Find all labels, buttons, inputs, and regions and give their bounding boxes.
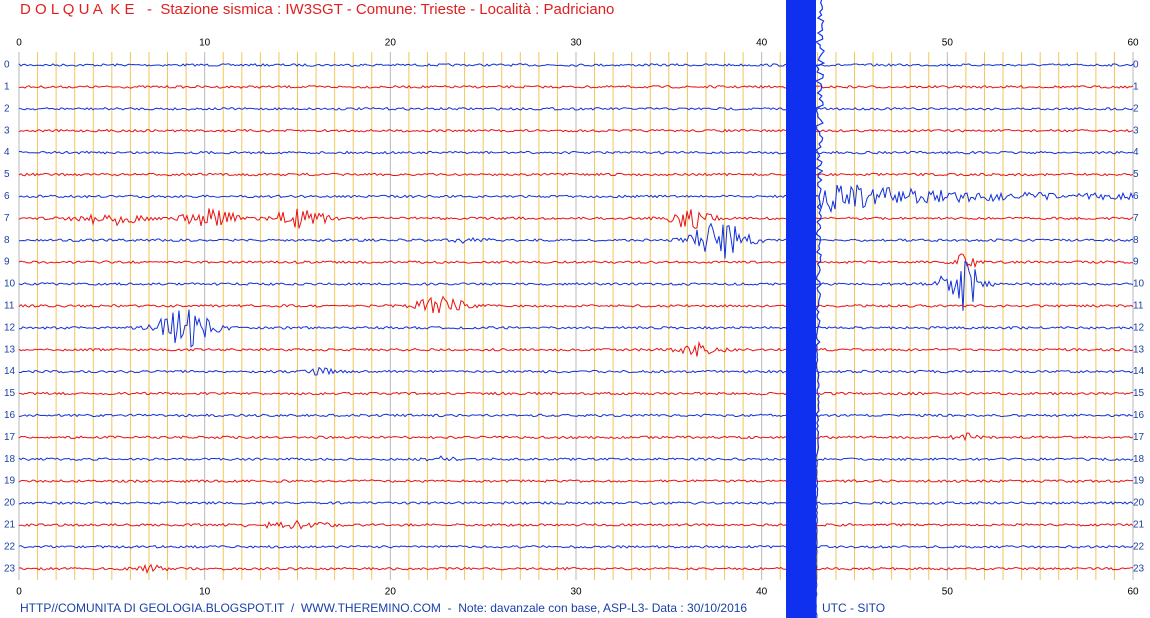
title: D O L Q U A K E - Stazione sismica : IW3… (20, 1, 614, 18)
trace (18, 432, 1134, 442)
trace (18, 413, 1134, 418)
hour-label: 8 (4, 235, 10, 246)
hour-label: 16 (1133, 410, 1145, 421)
hour-label: 0 (1133, 60, 1139, 71)
hour-label: 1 (1133, 82, 1139, 93)
minute-tick-label: 40 (756, 38, 768, 49)
hour-label: 12 (4, 322, 16, 333)
hour-label: 2 (4, 103, 10, 114)
trace (18, 391, 1134, 396)
minute-tick-label: 20 (385, 38, 397, 49)
trace (18, 519, 1134, 530)
trace (18, 479, 1134, 483)
event-core (786, 0, 816, 618)
trace (18, 172, 1134, 177)
minute-tick-label: 0 (16, 587, 22, 598)
event-edge (814, 0, 826, 618)
hour-label: 4 (1133, 147, 1139, 158)
hour-label: 5 (4, 169, 10, 180)
hour-label: 14 (4, 366, 16, 377)
trace (18, 340, 1134, 357)
hour-label: 22 (1133, 541, 1145, 552)
minute-tick-label: 60 (1127, 38, 1139, 49)
minute-tick-label: 30 (570, 587, 582, 598)
trace (18, 253, 1134, 269)
minute-tick-label: 0 (16, 38, 22, 49)
hour-label: 16 (4, 410, 16, 421)
hour-label: 20 (1133, 498, 1145, 509)
trace (18, 544, 1134, 549)
hour-label: 20 (4, 498, 16, 509)
hour-label: 6 (1133, 191, 1139, 202)
hour-label: 17 (4, 432, 16, 443)
hour-label: 21 (4, 520, 16, 531)
trace (18, 128, 1134, 133)
minute-tick-label: 60 (1127, 587, 1139, 598)
hour-label: 14 (1133, 366, 1145, 377)
hour-label: 9 (4, 257, 10, 268)
hour-label: 4 (4, 147, 10, 158)
hour-label: 13 (4, 344, 16, 355)
trace (18, 106, 1134, 111)
minute-tick-label: 50 (942, 38, 954, 49)
trace (18, 184, 1134, 214)
minute-tick-label: 40 (756, 587, 768, 598)
minute-tick-label: 20 (385, 587, 397, 598)
hour-label: 18 (4, 454, 16, 465)
hour-label: 3 (1133, 125, 1139, 136)
hour-label: 10 (1133, 279, 1145, 290)
hour-label: 10 (4, 279, 16, 290)
hour-label: 15 (1133, 388, 1145, 399)
trace (18, 84, 1134, 89)
hour-label: 3 (4, 125, 10, 136)
trace (18, 260, 1134, 311)
hour-label: 17 (1133, 432, 1145, 443)
hour-label: 2 (1133, 103, 1139, 114)
footer-left: HTTP//COMUNITA DI GEOLOGIA.BLOGSPOT.IT /… (20, 601, 747, 615)
trace (18, 222, 1134, 259)
hour-label: 23 (4, 563, 16, 574)
traces (18, 0, 1134, 618)
hour-label: 5 (1133, 169, 1139, 180)
minute-tick-label: 50 (942, 587, 954, 598)
hour-label: 15 (4, 388, 16, 399)
hour-label: 19 (4, 476, 16, 487)
minute-tick-label: 10 (199, 587, 211, 598)
hour-label: 7 (1133, 213, 1139, 224)
trace (18, 63, 1134, 67)
hour-label: 23 (1133, 563, 1145, 574)
hour-label: 9 (1133, 257, 1139, 268)
hour-label: 18 (1133, 454, 1145, 465)
hour-label: 13 (1133, 344, 1145, 355)
hour-label: 21 (1133, 520, 1145, 531)
trace (18, 150, 1134, 155)
minute-tick-label: 30 (570, 38, 582, 49)
hour-label: 7 (4, 213, 10, 224)
hour-label: 6 (4, 191, 10, 202)
trace (18, 295, 1134, 314)
trace (18, 563, 1134, 575)
trace (19, 366, 1134, 376)
minute-tick-label: 10 (199, 38, 211, 49)
trace (18, 208, 1134, 229)
trace (18, 309, 1134, 348)
hour-label: 0 (4, 60, 10, 71)
hour-label: 19 (1133, 476, 1145, 487)
trace (18, 501, 1134, 505)
hour-label: 11 (1133, 301, 1144, 312)
hour-label: 22 (4, 541, 16, 552)
footer-right: UTC - SITO (822, 601, 885, 615)
trace (18, 455, 1134, 462)
hour-label: 12 (1133, 322, 1145, 333)
hour-label: 8 (1133, 235, 1139, 246)
hour-label: 11 (4, 301, 15, 312)
hour-label: 1 (4, 82, 10, 93)
